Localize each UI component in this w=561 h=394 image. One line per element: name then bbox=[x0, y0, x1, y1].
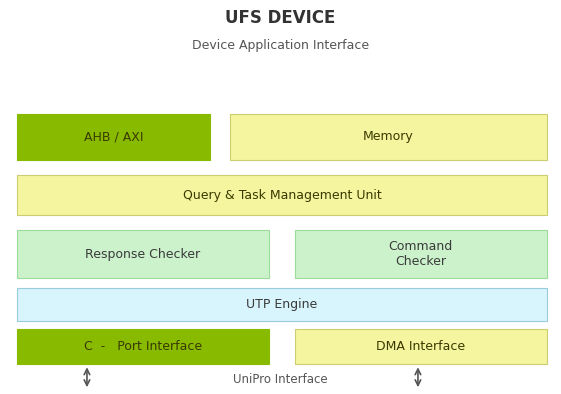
Text: DMA Interface: DMA Interface bbox=[376, 340, 465, 353]
FancyBboxPatch shape bbox=[17, 114, 210, 160]
Text: Memory: Memory bbox=[363, 130, 414, 143]
Text: AHB / AXI: AHB / AXI bbox=[84, 130, 144, 143]
FancyBboxPatch shape bbox=[17, 329, 269, 364]
Text: C  -   Port Interface: C - Port Interface bbox=[84, 340, 202, 353]
Text: UniPro Interface: UniPro Interface bbox=[233, 373, 328, 385]
Text: Command
Checker: Command Checker bbox=[389, 240, 453, 268]
FancyBboxPatch shape bbox=[17, 175, 547, 215]
FancyBboxPatch shape bbox=[17, 288, 547, 321]
FancyBboxPatch shape bbox=[295, 329, 547, 364]
Text: Device Application Interface: Device Application Interface bbox=[192, 39, 369, 52]
Text: Response Checker: Response Checker bbox=[85, 248, 201, 260]
FancyBboxPatch shape bbox=[295, 230, 547, 278]
Text: Query & Task Management Unit: Query & Task Management Unit bbox=[182, 189, 381, 201]
FancyBboxPatch shape bbox=[230, 114, 547, 160]
Text: UTP Engine: UTP Engine bbox=[246, 298, 318, 311]
Text: UFS DEVICE: UFS DEVICE bbox=[226, 9, 335, 27]
FancyBboxPatch shape bbox=[17, 230, 269, 278]
